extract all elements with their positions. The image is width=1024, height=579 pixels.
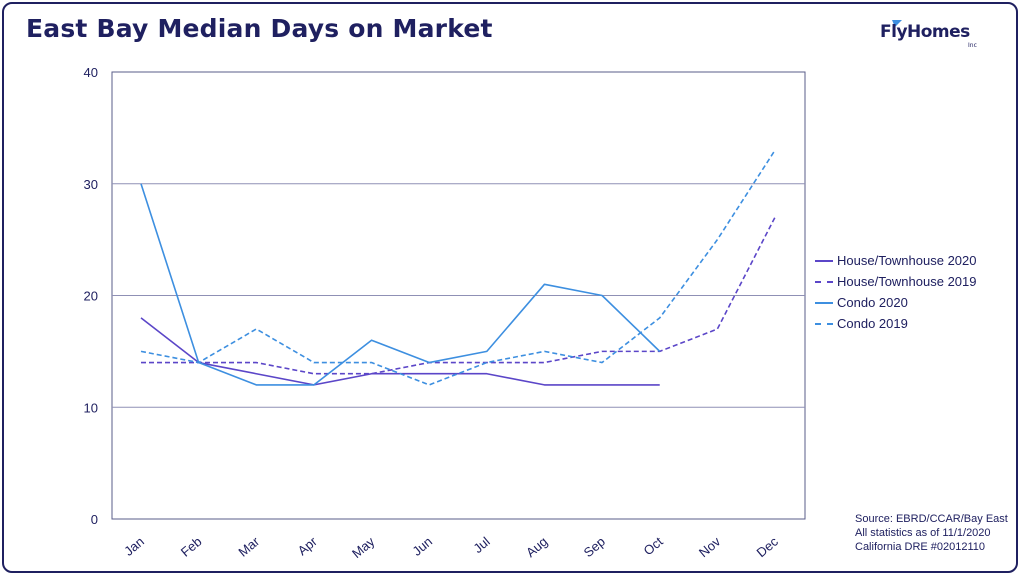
source-line: Source: EBRD/CCAR/Bay East	[855, 513, 1008, 525]
x-tick-label: Nov	[696, 533, 724, 560]
chart-legend: House/Townhouse 2020 House/Townhouse 2019…	[815, 250, 1015, 334]
series-layer	[140, 149, 776, 386]
source-note: Source: EBRD/CCAR/Bay East All statistic…	[855, 512, 1008, 554]
x-tick-label: Aug	[523, 534, 550, 560]
y-tick-label: 20	[84, 289, 98, 304]
y-axis-ticks: 0 10 20 30 40	[84, 65, 98, 527]
x-tick-label: Mar	[235, 533, 262, 559]
legend-swatch	[815, 301, 833, 304]
x-tick-label: Dec	[754, 533, 782, 560]
legend-item: Condo 2019	[815, 313, 1015, 334]
legend-label: House/Townhouse 2020	[837, 253, 977, 268]
series-line-house-townhouse-2019	[141, 216, 776, 375]
series-line-condo-2020	[140, 183, 661, 386]
legend-swatch	[815, 322, 833, 325]
legend-label: Condo 2019	[837, 316, 908, 331]
logo-flag-icon	[892, 20, 902, 27]
x-tick-label: Jul	[470, 534, 492, 556]
source-line: California DRE #02012110	[855, 541, 986, 553]
y-tick-label: 30	[84, 177, 98, 192]
chart-title: East Bay Median Days on Market	[26, 14, 493, 43]
flyhomes-logo: FlyHomes Inc	[880, 20, 990, 60]
legend-swatch	[815, 259, 833, 262]
x-tick-label: May	[349, 533, 378, 561]
grid-layer	[111, 71, 806, 520]
y-tick-label: 0	[91, 512, 98, 527]
x-tick-label: Oct	[641, 534, 666, 559]
legend-item: House/Townhouse 2020	[815, 250, 1015, 271]
x-tick-label: Feb	[178, 534, 205, 560]
legend-swatch	[815, 280, 833, 283]
y-tick-label: 40	[84, 65, 98, 80]
x-tick-label: Sep	[581, 534, 608, 560]
logo-suffix: Inc	[968, 42, 977, 49]
logo-text: FlyHomes	[880, 22, 970, 42]
source-line: All statistics as of 11/1/2020	[855, 527, 991, 539]
chart-frame	[2, 2, 1018, 573]
y-tick-label: 10	[84, 400, 98, 415]
legend-item: House/Townhouse 2019	[815, 271, 1015, 292]
x-tick-label: Apr	[295, 533, 321, 558]
x-axis-ticks: Jan Feb Mar Apr May Jun Jul Aug Sep Oct Nov Dec	[121, 533, 781, 561]
x-tick-label: Jan	[121, 534, 147, 559]
x-tick-label: Jun	[409, 534, 435, 559]
legend-label: House/Townhouse 2019	[837, 274, 977, 289]
legend-item: Condo 2020	[815, 292, 1015, 313]
series-line-condo-2019	[140, 149, 776, 386]
legend-label: Condo 2020	[837, 295, 908, 310]
